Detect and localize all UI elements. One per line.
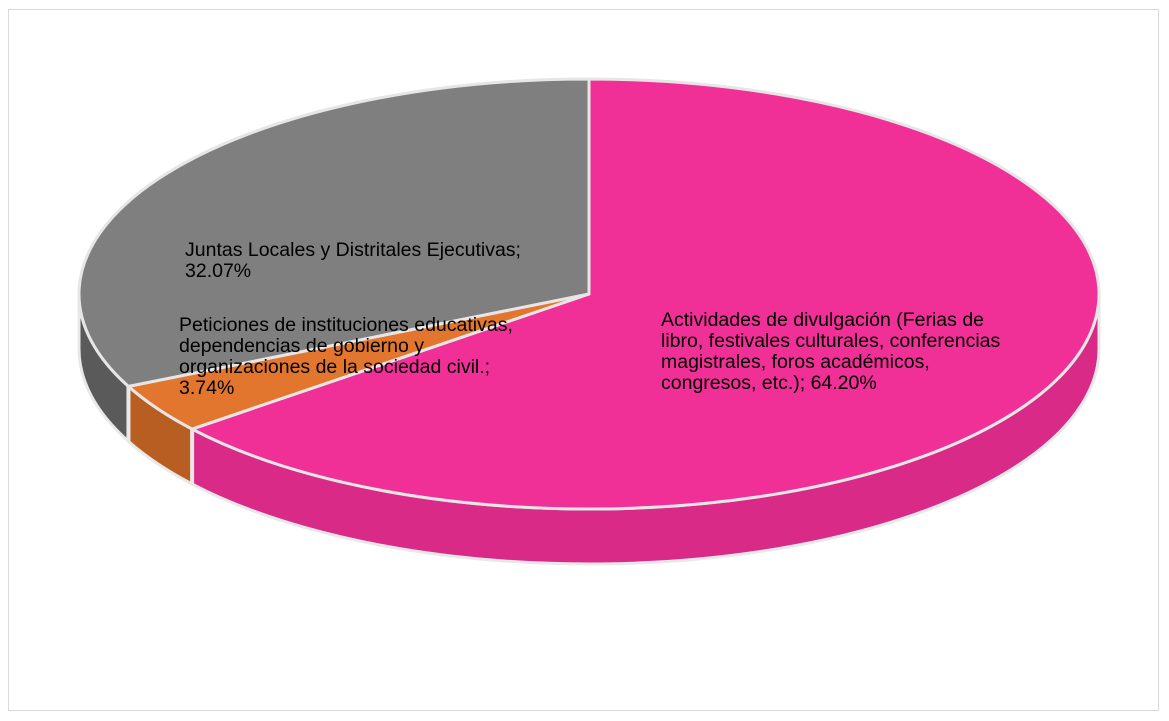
chart-area: Actividades de divulgación (Ferias de li… — [8, 9, 1159, 711]
slice-label-divulgacion: Actividades de divulgación (Ferias de li… — [661, 309, 1001, 394]
slice-top-0 — [190, 77, 1101, 511]
slice-label-peticiones: Peticiones de instituciones educativas, … — [179, 314, 513, 399]
slice-label-juntas: Juntas Locales y Distritales Ejecutivas;… — [185, 239, 521, 282]
slice-top-2 — [77, 77, 591, 388]
pie-chart — [77, 77, 1101, 566]
